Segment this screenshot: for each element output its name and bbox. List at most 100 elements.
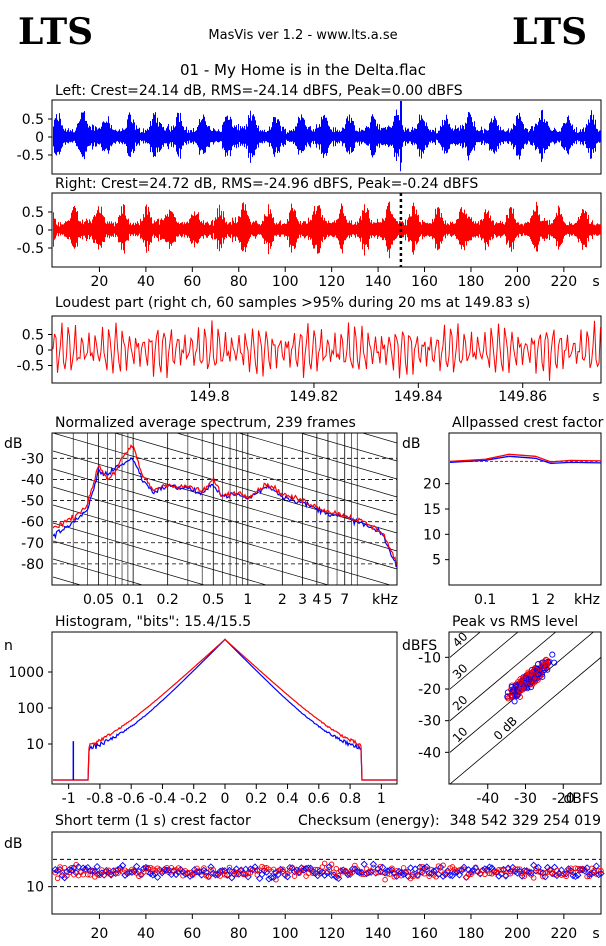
x-tick-label: 0.2	[245, 791, 267, 807]
crest-point	[160, 865, 169, 874]
x-tick-label: 120	[318, 274, 345, 290]
spectrum-y-axis: -30 -40 -50 -60 -70 -80	[21, 451, 44, 573]
spectrum-x-axis: 0.05 0.1 0.2 0.5 1 2 3 4 5 7 kHz	[83, 592, 398, 608]
crest-point	[290, 867, 299, 876]
crest-point	[51, 865, 59, 874]
crest-point	[399, 870, 408, 878]
crest-point	[93, 862, 101, 871]
peak-rms-point	[514, 692, 521, 699]
x-tick-label: 20	[91, 926, 109, 942]
crest-point	[193, 868, 201, 876]
y-tick-label: 0.5	[22, 205, 44, 221]
y-tick-label: 10	[423, 527, 441, 543]
spectrum-slope-line	[113, 433, 397, 516]
crest-point	[144, 864, 152, 873]
loudest-part-x-axis: 149.8 149.82 149.84 149.86 s	[190, 383, 600, 405]
x-tick-label: -0.2	[180, 791, 207, 807]
y-tick-label: 0.5	[22, 328, 44, 344]
peak-rms-point	[531, 675, 538, 682]
x-tick-label: -1	[62, 791, 76, 807]
crest-point	[256, 874, 264, 883]
y-tick-label: -30	[418, 714, 441, 730]
allpass-crest-x-axis: 0.1 1 2 kHz	[474, 592, 600, 608]
x-tick-label: 100	[272, 274, 299, 290]
x-tick-label: 1	[243, 592, 252, 608]
x-tick-label: 200	[504, 926, 531, 942]
right-waveform-trace	[53, 201, 601, 259]
x-unit-label: s	[592, 389, 599, 405]
left-waveform-trace	[53, 101, 601, 172]
histogram-ylabel: n	[4, 638, 13, 654]
crest-point	[74, 863, 83, 871]
allpass-crest-panel: Allpassed crest factor dB 20 15 10 5 0.1 1 2 k…	[402, 415, 604, 608]
x-tick-label: 0.6	[308, 791, 330, 807]
x-tick-label: 4	[312, 592, 321, 608]
spectrum-series	[53, 443, 397, 568]
crest-diagonal	[450, 632, 557, 722]
crest-point	[460, 863, 468, 871]
crest-point	[360, 860, 368, 868]
crest-point	[283, 873, 292, 881]
crest-point	[583, 864, 591, 872]
crest-point	[119, 861, 127, 870]
x-tick-label: 180	[458, 926, 485, 942]
peak-vs-rms-ylabel: dBFS	[402, 638, 437, 654]
x-tick-label: 180	[458, 274, 485, 290]
crest-point	[132, 862, 141, 871]
crest-point	[286, 863, 294, 872]
crest-point	[534, 863, 542, 872]
waveform-envelope	[53, 201, 601, 259]
x-tick-label: 160	[411, 274, 438, 290]
spectrum-slope-line	[53, 468, 397, 570]
crest-point	[389, 865, 395, 871]
spectrum-slope-line	[237, 433, 397, 480]
right-waveform-title: Right: Crest=24.72 dB, RMS=-24.96 dBFS, …	[55, 176, 478, 192]
crest-point	[186, 872, 194, 880]
x-tick-label: 40	[137, 926, 155, 942]
crest-point	[446, 871, 454, 879]
y-tick-label: -30	[21, 451, 44, 467]
histogram-title: Histogram, "bits": 15.4/15.5	[55, 614, 251, 630]
x-tick-label: 0.1	[122, 592, 144, 608]
crest-point	[289, 864, 295, 871]
crest-point	[541, 873, 549, 881]
allpass-crest-y-axis: 20 15 10 5	[423, 477, 449, 569]
short-term-crest-panel: Short term (1 s) crest factor Checksum (…	[4, 813, 605, 942]
x-tick-label: 140	[365, 926, 392, 942]
crest-point	[423, 863, 431, 871]
x-tick-label: 149.8	[190, 389, 230, 405]
crest-point	[498, 867, 504, 873]
x-tick-label: 40	[137, 274, 155, 290]
x-tick-label: 0.1	[474, 592, 496, 608]
y-tick-label: -0.5	[17, 359, 44, 375]
right-waveform-panel: Right: Crest=24.72 dB, RMS=-24.96 dBFS, …	[17, 176, 602, 290]
x-unit-label: kHz	[574, 592, 600, 608]
x-tick-label: 100	[272, 926, 299, 942]
crest-point	[361, 871, 367, 877]
short-term-crest-title: Short term (1 s) crest factor	[55, 813, 251, 829]
file-title: 01 - My Home is in the Delta.flac	[180, 61, 426, 79]
y-tick-label: 0	[35, 130, 44, 146]
crest-point	[414, 873, 421, 879]
peak-rms-point	[549, 651, 556, 658]
peak-rms-point	[551, 659, 558, 666]
x-tick-label: 120	[318, 926, 345, 942]
x-tick-label: 200	[504, 274, 531, 290]
x-tick-label: -30	[514, 791, 537, 807]
histogram-series	[53, 638, 397, 781]
x-tick-label: 220	[550, 926, 577, 942]
crest-point	[369, 860, 378, 868]
y-tick-label: 5	[432, 553, 441, 569]
allpass-crest-line	[449, 455, 602, 465]
y-tick-label: -60	[21, 515, 44, 531]
crest-point	[516, 866, 523, 872]
spectrum-slope-line	[53, 504, 330, 585]
short-term-crest-y-axis: 10	[26, 880, 52, 896]
peak-rms-point	[532, 666, 539, 673]
x-tick-label: 80	[230, 274, 248, 290]
spectrum-slope-line	[53, 595, 397, 695]
crest-point	[210, 867, 216, 873]
